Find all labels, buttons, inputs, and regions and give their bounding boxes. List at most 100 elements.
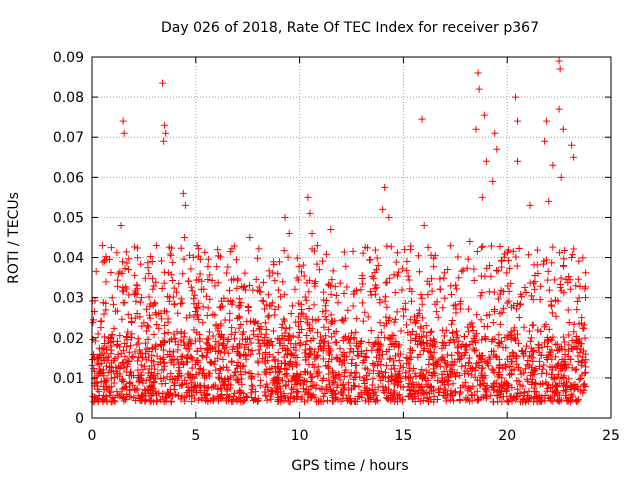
- data-point: [420, 373, 428, 381]
- data-point: [236, 363, 244, 371]
- data-point: [274, 379, 282, 387]
- data-point: [114, 337, 122, 345]
- data-point: [495, 295, 503, 303]
- data-point: [332, 353, 340, 361]
- data-point: [206, 295, 214, 303]
- data-point: [284, 378, 292, 386]
- data-point: [451, 388, 459, 396]
- data-point: [212, 366, 220, 374]
- data-point: [416, 338, 424, 346]
- data-point: [131, 385, 139, 393]
- data-point: [353, 315, 361, 323]
- data-point: [515, 314, 523, 322]
- data-point: [212, 337, 220, 345]
- data-point: [193, 347, 201, 355]
- data-point: [368, 381, 376, 389]
- data-point: [403, 267, 411, 275]
- data-point: [508, 349, 516, 357]
- data-point: [546, 393, 554, 401]
- data-point: [543, 117, 551, 125]
- data-point: [122, 383, 130, 391]
- data-point: [530, 346, 538, 354]
- data-point: [447, 362, 455, 370]
- data-point: [390, 332, 398, 340]
- data-point: [501, 378, 509, 386]
- data-point: [319, 257, 327, 265]
- data-point: [481, 357, 489, 365]
- data-point: [532, 365, 540, 373]
- data-point: [136, 298, 144, 306]
- data-point: [299, 261, 307, 269]
- data-point: [444, 266, 452, 274]
- data-point: [462, 394, 470, 402]
- data-point: [472, 330, 480, 338]
- data-point: [468, 319, 476, 327]
- data-point: [521, 284, 529, 292]
- data-point: [271, 277, 279, 285]
- data-point: [523, 361, 531, 369]
- data-point: [344, 379, 352, 387]
- data-point: [167, 370, 175, 378]
- data-point: [577, 374, 585, 382]
- data-point: [307, 346, 315, 354]
- data-point: [376, 296, 384, 304]
- data-point: [419, 397, 427, 405]
- data-point: [244, 303, 252, 311]
- data-point: [197, 285, 205, 293]
- data-point: [261, 383, 269, 391]
- data-point: [314, 363, 322, 371]
- data-point: [97, 369, 105, 377]
- data-point: [190, 300, 198, 308]
- data-point: [170, 284, 178, 292]
- data-point: [398, 286, 406, 294]
- data-point: [113, 307, 121, 315]
- data-point: [575, 257, 583, 265]
- data-point: [129, 353, 137, 361]
- data-point: [549, 397, 557, 405]
- data-point: [233, 361, 241, 369]
- data-point: [361, 308, 369, 316]
- data-point: [211, 311, 219, 319]
- data-point: [561, 247, 569, 255]
- data-point: [235, 324, 243, 332]
- data-point: [418, 115, 426, 123]
- data-point: [406, 355, 414, 363]
- data-point: [386, 274, 394, 282]
- data-point: [142, 350, 150, 358]
- data-point: [220, 381, 228, 389]
- data-point: [464, 395, 472, 403]
- data-point: [504, 332, 512, 340]
- data-point: [287, 310, 295, 318]
- data-point: [334, 299, 342, 307]
- data-point: [159, 337, 167, 345]
- data-point: [126, 368, 134, 376]
- data-point: [548, 366, 556, 374]
- data-point: [267, 386, 275, 394]
- data-point: [195, 299, 203, 307]
- data-point: [232, 395, 240, 403]
- data-point: [470, 276, 478, 284]
- data-point: [452, 373, 460, 381]
- data-point: [191, 337, 199, 345]
- data-point: [224, 375, 232, 383]
- data-point: [329, 379, 337, 387]
- data-point: [152, 388, 160, 396]
- data-point: [489, 319, 497, 327]
- data-point: [257, 323, 265, 331]
- data-point: [446, 396, 454, 404]
- data-point: [187, 339, 195, 347]
- data-point: [365, 338, 373, 346]
- data-point: [124, 360, 132, 368]
- data-point: [276, 258, 284, 266]
- data-point: [281, 370, 289, 378]
- data-point: [180, 234, 188, 241]
- data-point: [350, 334, 358, 342]
- data-point: [475, 85, 483, 93]
- data-point: [479, 242, 487, 250]
- data-point: [89, 392, 97, 400]
- data-point: [298, 325, 306, 333]
- data-point: [145, 293, 153, 301]
- data-point: [111, 355, 119, 363]
- data-point: [321, 302, 329, 310]
- data-point: [408, 297, 415, 305]
